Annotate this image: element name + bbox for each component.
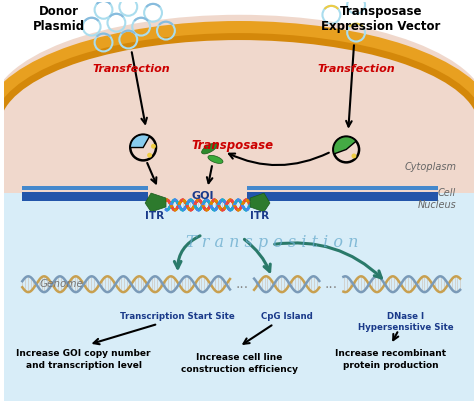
Text: Genome: Genome [39, 279, 83, 289]
Polygon shape [145, 193, 166, 212]
Bar [257, 186, 438, 190]
Polygon shape [208, 156, 223, 164]
Text: Donor
Plasmid: Donor Plasmid [33, 5, 85, 33]
Text: ...: ... [325, 277, 338, 291]
Text: Cytoplasm: Cytoplasm [404, 162, 456, 172]
Text: Transfection: Transfection [317, 64, 395, 74]
Text: Transfection: Transfection [92, 64, 170, 74]
Text: Transposase: Transposase [191, 139, 273, 152]
Circle shape [147, 153, 152, 158]
Ellipse shape [0, 15, 474, 203]
Bar [22, 192, 438, 201]
Bar [22, 186, 148, 190]
Text: T r a n s p o s i t i o n: T r a n s p o s i t i o n [186, 234, 358, 251]
Text: ...: ... [236, 277, 249, 291]
Text: ITR: ITR [146, 211, 164, 221]
Text: Increase recombinant
protein production: Increase recombinant protein production [335, 349, 447, 370]
Polygon shape [201, 143, 218, 154]
Bar [4, 104, 474, 203]
Text: ITR: ITR [250, 211, 270, 221]
Text: CpG Island: CpG Island [261, 312, 313, 322]
Bar [4, 2, 474, 94]
Polygon shape [250, 193, 270, 212]
Wedge shape [130, 135, 150, 147]
Bar [257, 192, 438, 201]
Circle shape [351, 154, 356, 158]
Text: Transposase
Expression Vector: Transposase Expression Vector [321, 5, 440, 33]
Text: DNase I
Hypersensitive Site: DNase I Hypersensitive Site [358, 312, 454, 332]
Text: Transcription Start Site: Transcription Start Site [120, 312, 235, 322]
Bar [4, 193, 474, 401]
Text: Increase GOI copy number
and transcription level: Increase GOI copy number and transcripti… [17, 349, 151, 370]
Bar [148, 183, 247, 203]
Text: Cell
Nucleus: Cell Nucleus [418, 188, 456, 210]
Circle shape [151, 144, 156, 149]
Wedge shape [333, 137, 356, 154]
Bar [22, 186, 438, 190]
Text: Increase cell line
construction efficiency: Increase cell line construction efficien… [181, 353, 298, 374]
Text: GOI: GOI [191, 191, 214, 201]
Bar [22, 192, 148, 201]
